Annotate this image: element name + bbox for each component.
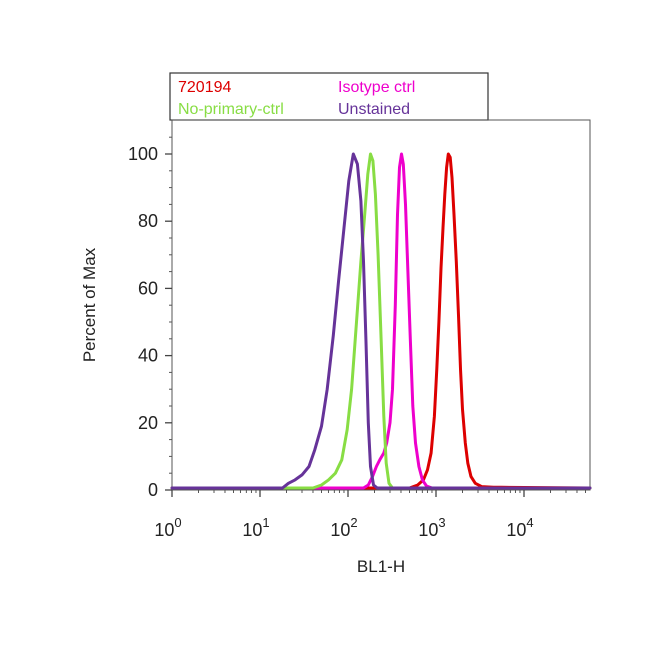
series-lines — [170, 152, 592, 490]
series-line-isotype-ctrl — [170, 152, 592, 490]
series-line-no-primary-ctrl — [170, 152, 592, 490]
y-tick-label: 0 — [148, 480, 158, 500]
y-tick-labels: 0 20 40 60 80 100 — [128, 144, 158, 500]
y-axis-title: Percent of Max — [80, 247, 99, 362]
x-axis-title: BL1-H — [357, 557, 405, 576]
minor-ticks — [169, 136, 587, 493]
legend-entry-720194: 720194 — [178, 79, 231, 96]
legend: 720194 Isotype ctrl No-primary-ctrl Unst… — [169, 72, 489, 121]
major-ticks — [165, 153, 525, 497]
x-tick-label: 104 — [506, 515, 533, 540]
y-tick-label: 100 — [128, 144, 158, 164]
y-tick-label: 40 — [138, 346, 158, 366]
y-tick-label: 60 — [138, 278, 158, 298]
y-tick-label: 20 — [138, 413, 158, 433]
x-tick-label: 102 — [330, 515, 357, 540]
y-tick-label: 80 — [138, 211, 158, 231]
x-tick-label: 100 — [154, 515, 181, 540]
legend-entry-isotype-ctrl: Isotype ctrl — [338, 79, 415, 96]
series-line-720194 — [170, 152, 592, 490]
x-tick-labels: 100 101 102 103 104 — [154, 515, 533, 540]
legend-entry-unstained: Unstained — [338, 101, 410, 118]
series-line-unstained — [170, 152, 592, 490]
legend-entry-no-primary-ctrl: No-primary-ctrl — [178, 101, 284, 118]
x-tick-label: 101 — [242, 515, 269, 540]
legend-box — [169, 72, 489, 121]
x-tick-label: 103 — [418, 515, 445, 540]
